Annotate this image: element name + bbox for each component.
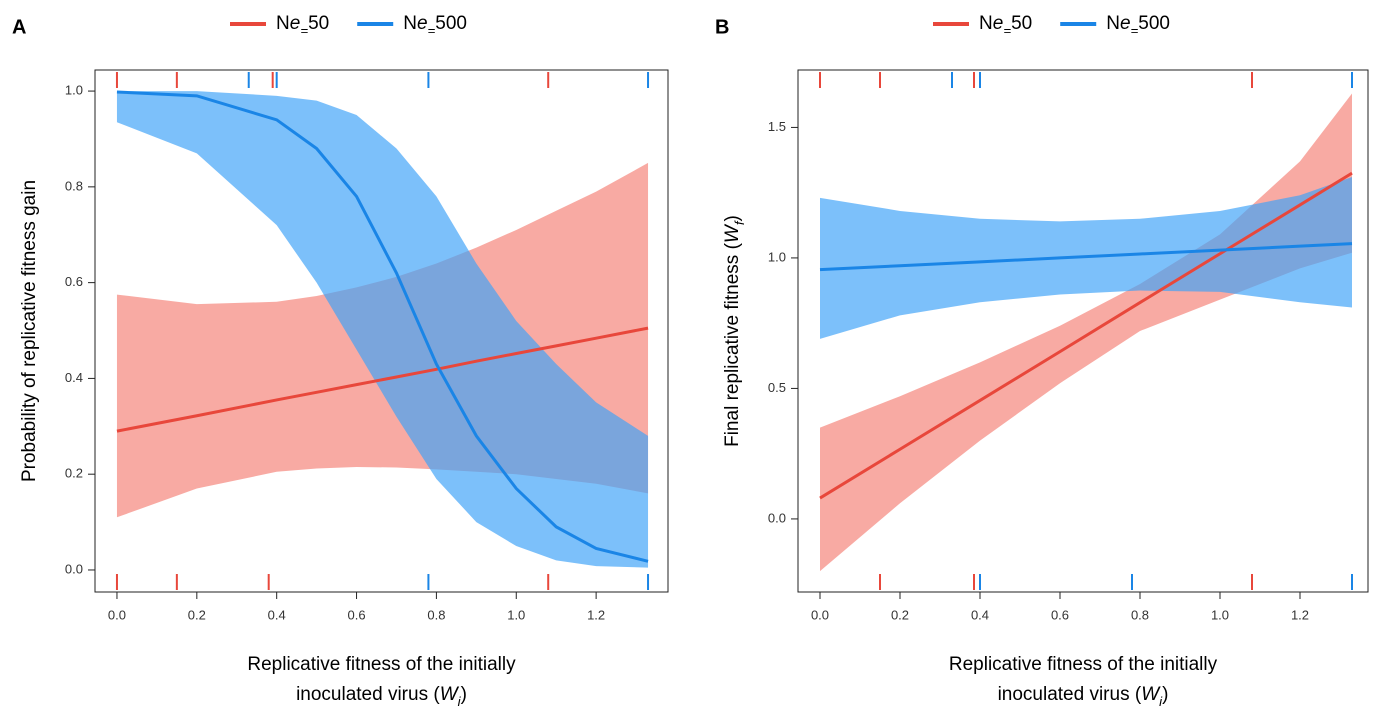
y-tick-label: 1.5 (768, 119, 786, 134)
x-tick-label: 1.2 (1291, 607, 1309, 622)
x-axis-title: Replicative fitness of the initially (949, 654, 1218, 675)
x-tick-label: 0.2 (188, 607, 206, 622)
legend-label: Ne=50 (276, 13, 329, 38)
y-tick-label: 1.0 (768, 249, 786, 264)
fit-line (819, 171, 1353, 500)
x-axis-title: inoculated virus (Wi) (998, 684, 1169, 709)
y-tick-label: 0.4 (65, 370, 83, 385)
y-tick-label: 0.5 (768, 380, 786, 395)
y-tick-label: 0.0 (768, 510, 786, 525)
y-axis-title: Final replicative fitness (Wf) (722, 215, 747, 447)
x-tick-label: 0.2 (891, 607, 909, 622)
x-axis-title: inoculated virus (Wi) (296, 684, 467, 709)
x-tick-label: 0.0 (811, 607, 829, 622)
x-tick-label: 1.2 (587, 607, 605, 622)
fit-line (819, 242, 1353, 272)
y-tick-label: 0.0 (65, 561, 83, 576)
confidence-band (116, 91, 649, 568)
fit-line (116, 326, 649, 433)
y-tick-label: 0.6 (65, 274, 83, 289)
legend-label: Ne=500 (403, 13, 467, 38)
y-tick-label: 0.2 (65, 466, 83, 481)
x-tick-label: 1.0 (1211, 607, 1229, 622)
x-tick-label: 0.4 (268, 607, 286, 622)
legend-label: Ne=50 (979, 13, 1032, 38)
legend-label: Ne=500 (1106, 13, 1170, 38)
x-tick-label: 0.8 (1131, 607, 1149, 622)
x-tick-label: 0.6 (348, 607, 366, 622)
y-axis-title: Probability of replicative fitness gain (19, 180, 40, 482)
x-tick-label: 1.0 (507, 607, 525, 622)
x-tick-label: 0.8 (427, 607, 445, 622)
plot-frame (797, 69, 1369, 593)
x-tick-label: 0.0 (108, 607, 126, 622)
x-tick-label: 0.4 (971, 607, 989, 622)
x-tick-label: 0.6 (1051, 607, 1069, 622)
y-tick-label: 1.0 (65, 83, 83, 98)
confidence-band (820, 93, 1352, 572)
x-axis-title: Replicative fitness of the initially (247, 654, 516, 675)
fit-line (116, 90, 649, 563)
y-tick-label: 0.8 (65, 178, 83, 193)
panel-label: A (12, 16, 26, 38)
plot-frame (94, 69, 669, 593)
panel-label: B (715, 16, 729, 38)
